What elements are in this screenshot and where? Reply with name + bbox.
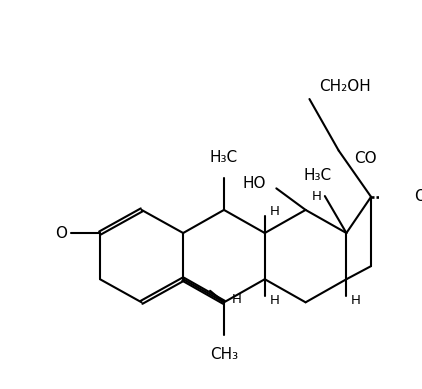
Text: H: H [351, 294, 361, 307]
Text: H₃C: H₃C [210, 150, 238, 165]
Text: H: H [232, 293, 241, 306]
Text: CH₂OH: CH₂OH [319, 79, 371, 94]
Text: O: O [56, 226, 68, 240]
Text: CH₃: CH₃ [210, 347, 238, 362]
Text: H₃C: H₃C [303, 168, 331, 183]
Text: H: H [312, 189, 322, 203]
Text: H: H [269, 294, 279, 307]
Text: OH: OH [414, 189, 422, 204]
Text: CO: CO [354, 151, 377, 166]
Text: H: H [269, 205, 279, 218]
Text: HO: HO [242, 176, 265, 191]
